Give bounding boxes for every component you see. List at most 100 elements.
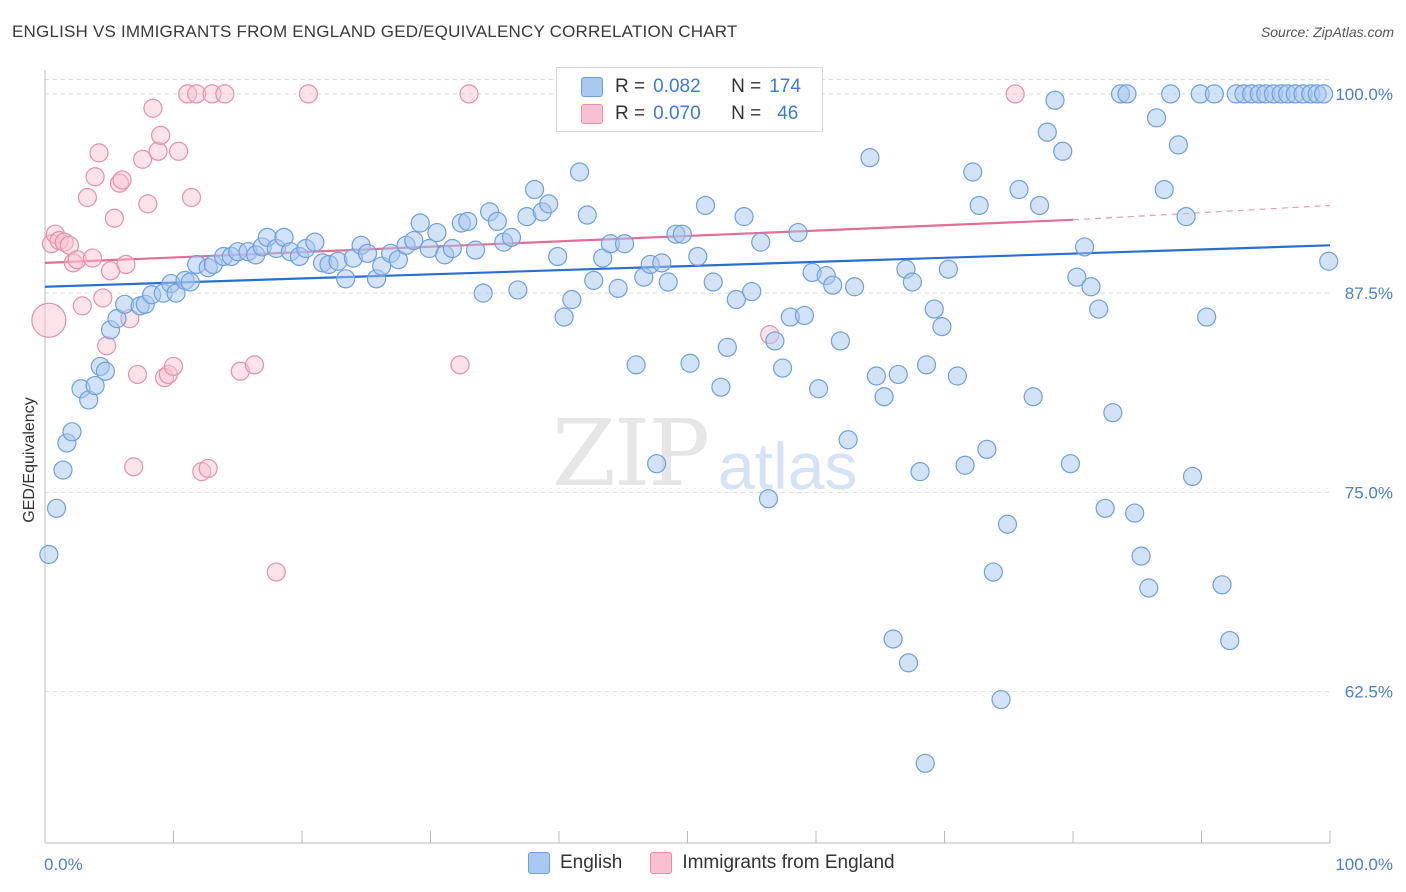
gridlines <box>45 79 1330 693</box>
immigrants-point <box>72 296 92 316</box>
english-point <box>955 455 975 475</box>
legend-item-immigrants[interactable]: Immigrants from England <box>650 852 895 874</box>
english-point <box>1023 387 1043 407</box>
english-point <box>180 272 200 292</box>
english-point <box>932 317 952 337</box>
chart-title: ENGLISH VS IMMIGRANTS FROM ENGLAND GED/E… <box>12 22 738 41</box>
immigrants-point <box>112 170 132 190</box>
immigrants-point <box>104 208 124 228</box>
immigrants-point <box>109 173 130 193</box>
watermark-atlas: atlas <box>718 429 858 503</box>
immigrants-point <box>124 457 144 477</box>
english-point <box>711 377 731 397</box>
immigrants-point <box>77 187 98 208</box>
english-point <box>672 224 692 244</box>
english-point <box>554 307 574 327</box>
english-point <box>997 514 1018 534</box>
immigrants-point <box>89 143 109 163</box>
english-point <box>1081 277 1101 297</box>
english-point <box>695 195 716 216</box>
english-point <box>501 227 522 247</box>
english-point <box>1176 207 1196 227</box>
immigrants-point <box>230 361 250 381</box>
english-point <box>916 355 937 375</box>
english-point <box>1009 179 1029 200</box>
english-point <box>1045 90 1065 110</box>
english-point <box>1060 454 1081 474</box>
legend-row-immigrants: R = 0.070 N = 46 <box>581 102 798 126</box>
english-point <box>860 148 880 168</box>
english-point <box>1204 84 1224 104</box>
english-point <box>1067 267 1087 287</box>
english-point <box>1029 195 1050 216</box>
english-point <box>758 489 779 509</box>
x-tick-label-left: 0.0% <box>44 855 83 874</box>
english-point <box>1146 108 1167 128</box>
english-point <box>991 689 1011 710</box>
immigrants-point <box>97 336 117 356</box>
english-point <box>465 240 486 260</box>
english-point <box>357 243 378 263</box>
english-point <box>688 246 708 267</box>
english-point <box>1161 84 1181 104</box>
english-point <box>336 269 356 289</box>
english-point <box>1168 135 1188 155</box>
legend-r-value-immigrants: 0.070 <box>653 103 701 124</box>
english-point <box>969 195 989 216</box>
english-point <box>742 281 762 302</box>
english-point <box>584 270 604 290</box>
english-point <box>458 211 478 232</box>
english-point <box>539 194 559 214</box>
watermark-zip: ZIP <box>552 400 710 507</box>
english-point <box>823 275 843 295</box>
english-point <box>1139 578 1159 598</box>
english-point <box>1125 503 1145 523</box>
english-point <box>305 232 325 252</box>
english-point <box>726 289 746 310</box>
english-point <box>1212 575 1232 595</box>
english-point <box>1182 466 1203 487</box>
legend-swatch-immigrants <box>650 852 673 874</box>
legend-swatch-immigrants <box>581 104 603 124</box>
immigrants-point <box>82 248 103 268</box>
x-tick-label-right: 100.0% <box>1335 855 1393 874</box>
english-point <box>1154 179 1174 200</box>
english-point <box>577 205 597 225</box>
immigrants-point <box>1005 84 1025 104</box>
immigrants-point <box>138 194 158 214</box>
immigrants-point <box>450 355 470 375</box>
english-point <box>1103 403 1123 423</box>
immigrants-point <box>67 250 87 270</box>
y-tick-label: 87.5% <box>1345 284 1393 303</box>
english-point <box>614 234 635 254</box>
correlation-legend: R = 0.082 N = 174 R = 0.070 N = 46 <box>556 67 823 132</box>
english-point <box>1313 84 1334 104</box>
english-point <box>924 299 944 319</box>
english-point <box>1131 546 1151 566</box>
immigrants-point <box>298 84 319 104</box>
english-point <box>938 259 958 279</box>
english-point <box>1220 630 1240 651</box>
english-point <box>95 361 115 381</box>
english-point <box>569 162 590 182</box>
english-point <box>902 272 922 292</box>
immigrants-point <box>85 167 105 187</box>
legend-swatch-english <box>581 77 603 97</box>
y-axis-label: GED/Equivalency <box>21 397 38 522</box>
english-point <box>734 207 754 227</box>
immigrants-trend-extension <box>1072 204 1331 221</box>
immigrants-point <box>31 302 67 338</box>
english-point <box>910 462 930 482</box>
legend-label-immigrants: Immigrants from England <box>682 852 895 873</box>
immigrants-point <box>181 187 202 208</box>
english-point <box>548 246 568 267</box>
axis-labels: 100.0% 87.5% 75.0% 62.5% 0.0% 100.0% GED/Equiv… <box>21 85 1393 874</box>
english-trend-line <box>44 244 1331 288</box>
immigrants-point <box>215 84 235 104</box>
english-point <box>410 213 430 233</box>
legend-label-english: English <box>560 852 623 873</box>
legend-item-english[interactable]: English <box>528 852 622 874</box>
english-point <box>39 544 59 565</box>
english-point <box>508 280 528 300</box>
